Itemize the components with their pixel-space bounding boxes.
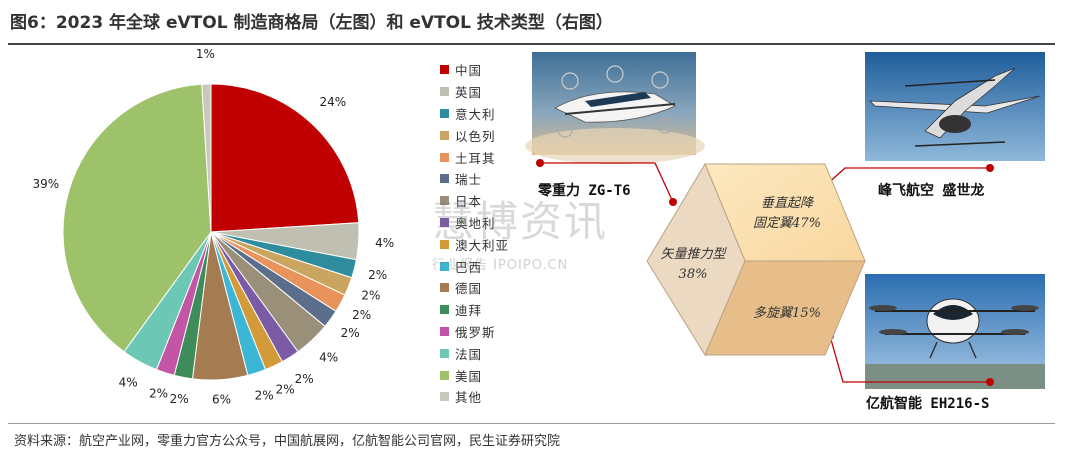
legend-label-12: 俄罗斯 <box>455 324 496 340</box>
pie-label-13: 4% <box>119 376 138 390</box>
pie-label-0: 24% <box>319 95 346 109</box>
legend-item-6: 日本 <box>440 190 509 212</box>
legend-item-15: 其他 <box>440 386 509 408</box>
face-label-fixed-wing: 垂直起降 <box>761 196 815 211</box>
pie-label-2: 2% <box>368 268 387 282</box>
pie-legend: 中国英国意大利以色列土耳其瑞士日本奥地利澳大利亚巴西德国迪拜俄罗斯法国美国其他 <box>440 59 509 408</box>
connector-dot-zg-t6-face <box>669 198 677 206</box>
legend-swatch-0 <box>440 65 449 75</box>
pie-slice-14 <box>62 83 212 353</box>
cube-face-multirotor <box>704 260 866 356</box>
legend-swatch-5 <box>440 174 449 184</box>
aircraft-photo-eh216s <box>865 274 1045 389</box>
evtol-type-diagram: 垂直起降 固定翼47% 矢量推力型 38% 多旋翼15% <box>525 52 1045 389</box>
legend-swatch-10 <box>440 283 449 293</box>
pie-label-1: 4% <box>375 236 394 250</box>
legend-label-6: 日本 <box>455 194 483 210</box>
legend-label-4: 土耳其 <box>455 150 496 166</box>
legend-label-3: 以色列 <box>455 128 496 144</box>
aircraft-label-eh216s: 亿航智能 EH216-S <box>866 396 990 412</box>
legend-swatch-8 <box>440 239 449 249</box>
legend-swatch-14 <box>440 370 449 380</box>
pie-label-10: 6% <box>212 393 231 407</box>
pie-label-11: 2% <box>170 392 189 406</box>
legend-label-15: 其他 <box>455 390 483 406</box>
legend-label-2: 意大利 <box>455 106 496 122</box>
legend-item-4: 土耳其 <box>440 146 509 168</box>
legend-item-10: 德国 <box>440 277 509 299</box>
source-note: 资料来源：航空产业网，零重力官方公众号，中国航展网，亿航智能公司官网，民生证券研… <box>14 434 561 449</box>
legend-item-11: 迪拜 <box>440 299 509 321</box>
legend-swatch-7 <box>440 217 449 227</box>
figure-title: 图6：2023 年全球 eVTOL 制造商格局（左图）和 eVTOL 技术类型（… <box>10 13 613 33</box>
legend-label-7: 奥地利 <box>455 215 496 231</box>
legend-swatch-1 <box>440 87 449 97</box>
pie-label-7: 2% <box>295 372 314 386</box>
pie-label-5: 2% <box>341 326 360 340</box>
aircraft-label-shengshilong: 峰飞航空 盛世龙 <box>878 183 985 199</box>
pie-label-3: 2% <box>361 288 380 302</box>
bottom-rule <box>8 423 1055 424</box>
pie-label-14: 39% <box>32 177 59 191</box>
legend-label-1: 英国 <box>455 85 483 101</box>
legend-item-1: 英国 <box>440 81 509 103</box>
pie-label-12: 2% <box>149 387 168 401</box>
legend-label-9: 巴西 <box>455 259 483 275</box>
pie-label-8: 2% <box>276 382 295 396</box>
legend-label-0: 中国 <box>455 63 483 79</box>
legend-label-8: 澳大利亚 <box>455 237 510 253</box>
connector-dot-shengshilong <box>986 164 994 172</box>
legend-item-14: 美国 <box>440 364 509 386</box>
connector-eh216s <box>829 335 990 383</box>
pie-chart: 24%4%2%2%2%2%4%2%2%2%6%2%2%4%39%1% <box>32 47 394 407</box>
legend-swatch-15 <box>440 392 449 402</box>
face-label-vector-thrust-line2: 38% <box>679 267 708 282</box>
title-rule <box>8 43 1055 45</box>
pie-slice-15 <box>201 83 212 233</box>
legend-item-0: 中国 <box>440 59 509 81</box>
legend-swatch-11 <box>440 305 449 315</box>
legend-item-7: 奥地利 <box>440 212 509 234</box>
legend-item-3: 以色列 <box>440 124 509 146</box>
connector-dot-eh216s <box>986 378 994 386</box>
connector-zg-t6 <box>540 162 674 203</box>
face-label-multirotor: 多旋翼15% <box>753 306 821 321</box>
legend-swatch-9 <box>440 261 449 271</box>
aircraft-photo-shengshilong <box>865 52 1045 161</box>
aircraft-label-zg-t6: 零重力 ZG-T6 <box>538 183 631 199</box>
legend-label-5: 瑞士 <box>455 172 483 188</box>
pie-label-4: 2% <box>352 308 371 322</box>
aircraft-photo-zg-t6 <box>525 52 705 164</box>
legend-swatch-2 <box>440 108 449 118</box>
legend-swatch-12 <box>440 326 449 336</box>
pie-label-6: 4% <box>319 350 338 364</box>
face-label-fixed-wing-line2: 固定翼47% <box>753 215 821 231</box>
legend-item-8: 澳大利亚 <box>440 233 509 255</box>
legend-item-9: 巴西 <box>440 255 509 277</box>
legend-label-13: 法国 <box>455 346 483 362</box>
legend-swatch-4 <box>440 152 449 162</box>
legend-label-11: 迪拜 <box>455 303 483 319</box>
pie-slice-0 <box>210 83 360 233</box>
pie-label-15: 1% <box>196 47 215 61</box>
connector-dot-zg-t6 <box>536 159 544 167</box>
legend-label-14: 美国 <box>455 368 483 384</box>
legend-item-13: 法国 <box>440 342 509 364</box>
legend-item-2: 意大利 <box>440 103 509 125</box>
legend-item-12: 俄罗斯 <box>440 321 509 343</box>
legend-label-10: 德国 <box>455 281 483 297</box>
face-label-vector-thrust: 矢量推力型 <box>660 247 727 262</box>
legend-swatch-6 <box>440 196 449 206</box>
legend-item-5: 瑞士 <box>440 168 509 190</box>
legend-swatch-13 <box>440 348 449 358</box>
legend-swatch-3 <box>440 130 449 140</box>
pie-label-9: 2% <box>255 389 274 403</box>
